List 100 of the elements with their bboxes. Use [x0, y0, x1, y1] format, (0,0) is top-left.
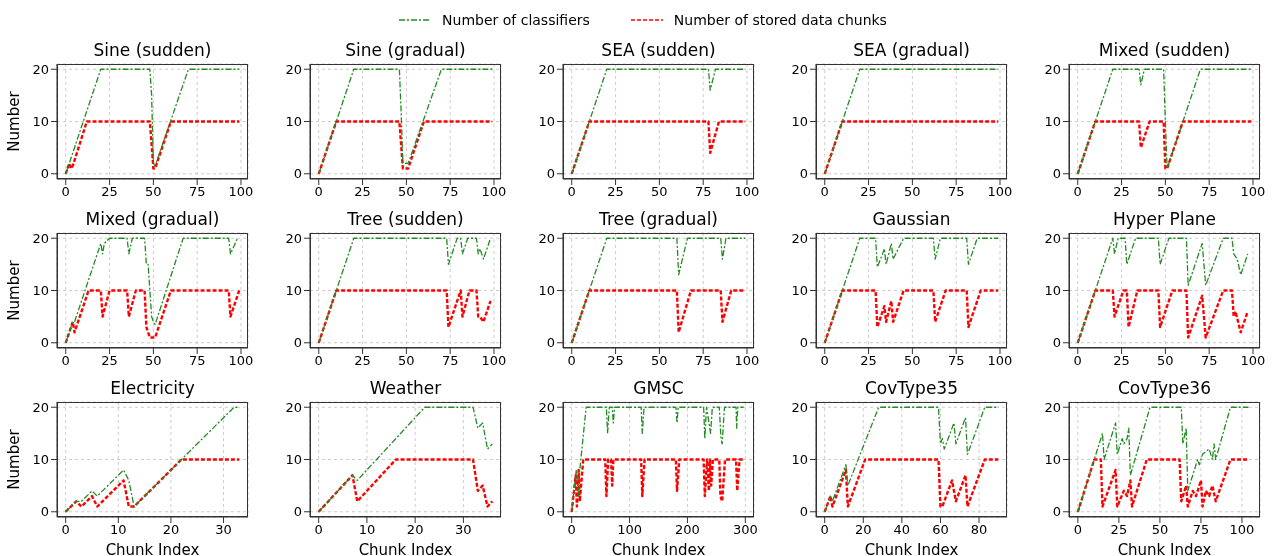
x-tick-label: 20: [406, 522, 424, 538]
x-tick-label: 0: [567, 522, 576, 538]
x-tick-label: 25: [101, 353, 118, 369]
y-tick-label: 0: [293, 335, 302, 351]
y-tick-label: 10: [32, 114, 49, 130]
y-tick-label: 20: [285, 230, 302, 246]
y-tick-label: 0: [1052, 504, 1061, 520]
x-tick-label: 75: [1192, 522, 1210, 538]
x-tick-label: 100: [228, 353, 254, 369]
chart-title: CovType36: [1117, 378, 1212, 398]
x-tick-label: 25: [354, 184, 371, 200]
y-axis-title: Number: [5, 259, 24, 321]
x-tick-label: 100: [987, 353, 1013, 369]
y-tick-label: 0: [40, 504, 49, 520]
y-tick-label: 0: [546, 166, 555, 182]
x-tick-label: 50: [904, 353, 921, 369]
x-tick-label: 75: [188, 184, 206, 200]
x-tick-label: 50: [398, 353, 415, 369]
line-series: [1077, 406, 1250, 513]
x-tick-label: 100: [734, 353, 760, 369]
x-tick-label: 25: [860, 353, 877, 369]
x-tick-label: 25: [860, 184, 877, 200]
x-tick-label: 100: [1229, 522, 1255, 538]
x-tick-label: 50: [651, 184, 668, 200]
y-tick-label: 10: [1044, 283, 1061, 299]
x-tick-label: 100: [1240, 353, 1266, 369]
x-tick-label: 75: [441, 353, 459, 369]
x-tick-label: 20: [854, 522, 872, 538]
y-tick-label: 20: [538, 230, 555, 246]
x-axis-title: Chunk Index: [611, 541, 706, 556]
x-tick-label: 50: [145, 353, 162, 369]
x-tick-label: 0: [820, 353, 829, 369]
chart-title: Tree (gradual): [598, 209, 719, 229]
y-tick-label: 20: [285, 399, 302, 415]
x-tick-label: 100: [987, 184, 1013, 200]
x-tick-label: 100: [617, 522, 642, 538]
line-series: [570, 458, 745, 513]
x-tick-label: 10: [110, 522, 127, 538]
line-series: [1076, 120, 1253, 175]
line-series: [318, 237, 492, 344]
chart-title: Mixed (sudden): [1097, 40, 1232, 60]
x-tick-label: 0: [314, 184, 323, 200]
y-tick-label: 10: [1044, 114, 1061, 130]
y-tick-label: 20: [791, 399, 808, 415]
x-tick-label: 0: [567, 184, 576, 200]
chart-title: GMSC: [632, 378, 685, 398]
x-tick-label: 0: [61, 353, 70, 369]
line-series: [64, 120, 241, 175]
y-tick-label: 10: [791, 114, 808, 130]
line-series: [64, 458, 241, 513]
x-tick-label: 75: [1200, 184, 1218, 200]
line-series: [1076, 458, 1250, 513]
x-tick-label: 0: [820, 522, 829, 538]
y-tick-label: 20: [285, 61, 302, 77]
x-tick-label: 0: [1073, 522, 1082, 538]
y-tick-label: 20: [791, 230, 808, 246]
x-axis-title: Chunk Index: [105, 541, 200, 556]
x-tick-label: 60: [932, 522, 949, 538]
x-tick-label: 0: [61, 522, 70, 538]
y-tick-label: 0: [546, 335, 555, 351]
y-tick-label: 10: [285, 452, 302, 468]
chart-title: Tree (sudden): [346, 209, 465, 229]
y-tick-label: 10: [1044, 452, 1061, 468]
x-tick-label: 75: [1200, 353, 1218, 369]
x-tick-label: 75: [947, 184, 965, 200]
y-tick-label: 20: [538, 399, 555, 415]
y-tick-label: 0: [799, 166, 808, 182]
y-tick-label: 0: [293, 504, 302, 520]
x-tick-label: 50: [651, 353, 668, 369]
y-tick-label: 20: [32, 399, 49, 415]
y-axis-title: Number: [5, 428, 24, 490]
x-tick-label: 0: [1073, 353, 1082, 369]
x-tick-label: 25: [354, 353, 371, 369]
legend-label: Number of classifiers: [442, 12, 590, 28]
x-tick-label: 0: [61, 184, 70, 200]
x-tick-label: 0: [820, 184, 829, 200]
line-series: [64, 289, 241, 344]
line-series: [317, 458, 494, 513]
x-tick-label: 30: [455, 522, 472, 538]
chart-title: Mixed (gradual): [84, 209, 221, 229]
y-tick-label: 0: [799, 335, 808, 351]
legend-label: Number of stored data chunks: [673, 12, 887, 28]
x-tick-label: 50: [1157, 184, 1174, 200]
y-tick-label: 10: [32, 283, 49, 299]
chart-title: Weather: [368, 378, 443, 398]
y-tick-label: 20: [1044, 230, 1061, 246]
x-tick-label: 50: [145, 184, 162, 200]
line-series: [65, 237, 239, 344]
y-tick-label: 20: [32, 61, 49, 77]
line-series: [823, 289, 1000, 344]
y-tick-label: 20: [538, 61, 555, 77]
y-tick-label: 10: [538, 452, 555, 468]
x-axis-title: Chunk Index: [358, 541, 453, 556]
x-tick-label: 80: [970, 522, 988, 538]
y-tick-label: 10: [791, 283, 808, 299]
x-tick-label: 0: [1073, 184, 1082, 200]
x-tick-label: 50: [1151, 522, 1169, 538]
x-tick-label: 25: [1113, 353, 1130, 369]
y-tick-label: 10: [538, 114, 555, 130]
x-tick-label: 75: [694, 353, 712, 369]
